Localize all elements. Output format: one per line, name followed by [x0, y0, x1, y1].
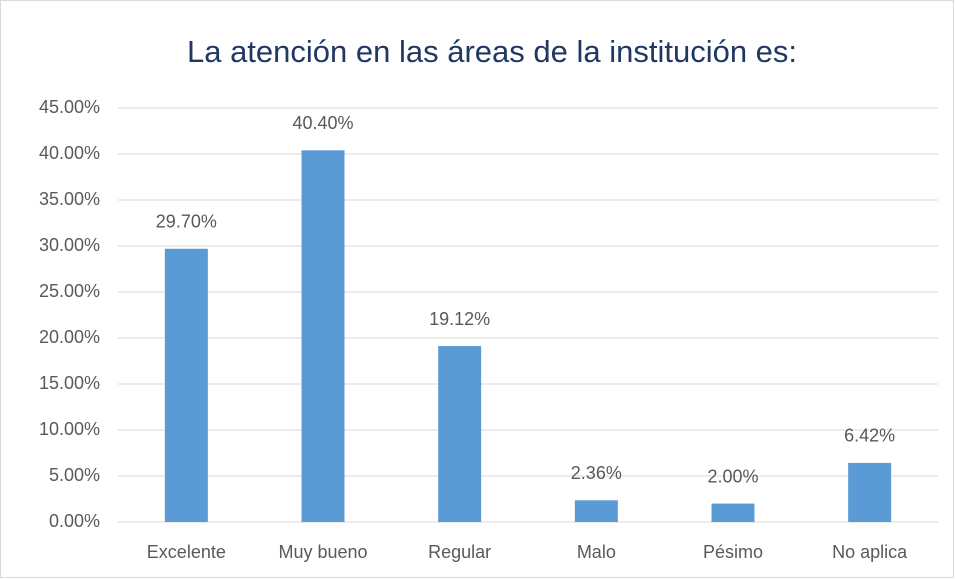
y-tick-label: 25.00%: [39, 281, 100, 301]
y-tick-label: 5.00%: [49, 465, 100, 485]
data-label: 29.70%: [156, 212, 217, 232]
x-tick-label: No aplica: [832, 542, 908, 562]
bar: [164, 248, 208, 522]
y-tick-label: 45.00%: [39, 97, 100, 117]
y-tick-label: 35.00%: [39, 189, 100, 209]
data-label: 19.12%: [429, 309, 490, 329]
y-tick-label: 30.00%: [39, 235, 100, 255]
data-label: 40.40%: [292, 113, 353, 133]
x-tick-label: Pésimo: [703, 542, 763, 562]
data-label: 6.42%: [844, 426, 895, 446]
chart-title: La atención en las áreas de la instituci…: [187, 34, 797, 69]
bar: [711, 503, 755, 522]
y-tick-label: 20.00%: [39, 327, 100, 347]
bar: [574, 500, 618, 522]
x-tick-label: Muy bueno: [278, 542, 367, 562]
data-label: 2.36%: [571, 463, 622, 483]
y-tick-label: 40.00%: [39, 143, 100, 163]
x-tick-label: Excelente: [147, 542, 226, 562]
x-tick-label: Malo: [577, 542, 616, 562]
y-tick-label: 15.00%: [39, 373, 100, 393]
bar: [848, 462, 892, 522]
y-tick-label: 10.00%: [39, 419, 100, 439]
bar: [301, 150, 345, 522]
x-tick-label: Regular: [428, 542, 491, 562]
bar: [438, 346, 482, 522]
y-tick-label: 0.00%: [49, 511, 100, 531]
data-label: 2.00%: [707, 466, 758, 486]
